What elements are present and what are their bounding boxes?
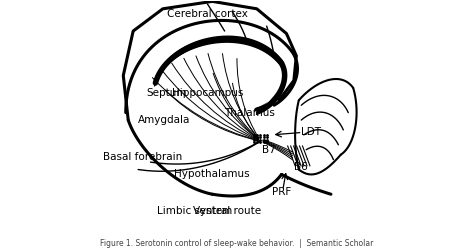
Text: Basal forebrain: Basal forebrain [103,152,182,162]
Text: Ventral route: Ventral route [193,206,261,216]
Text: B6: B6 [294,162,308,172]
Text: Thalamus: Thalamus [224,108,275,118]
Text: Figure 1. Serotonin control of sleep-wake behavior.  |  Semantic Scholar: Figure 1. Serotonin control of sleep-wak… [100,238,374,248]
Text: Septum: Septum [146,88,187,98]
Text: B7: B7 [262,145,275,155]
Text: Hippocampus: Hippocampus [172,88,243,98]
Text: Cerebral cortex: Cerebral cortex [167,9,248,19]
Text: PRF: PRF [272,187,291,197]
Text: LDT: LDT [301,128,321,138]
Text: Hypothalamus: Hypothalamus [174,170,250,179]
Text: Limbic system: Limbic system [157,206,233,216]
Text: Amygdala: Amygdala [138,115,190,125]
